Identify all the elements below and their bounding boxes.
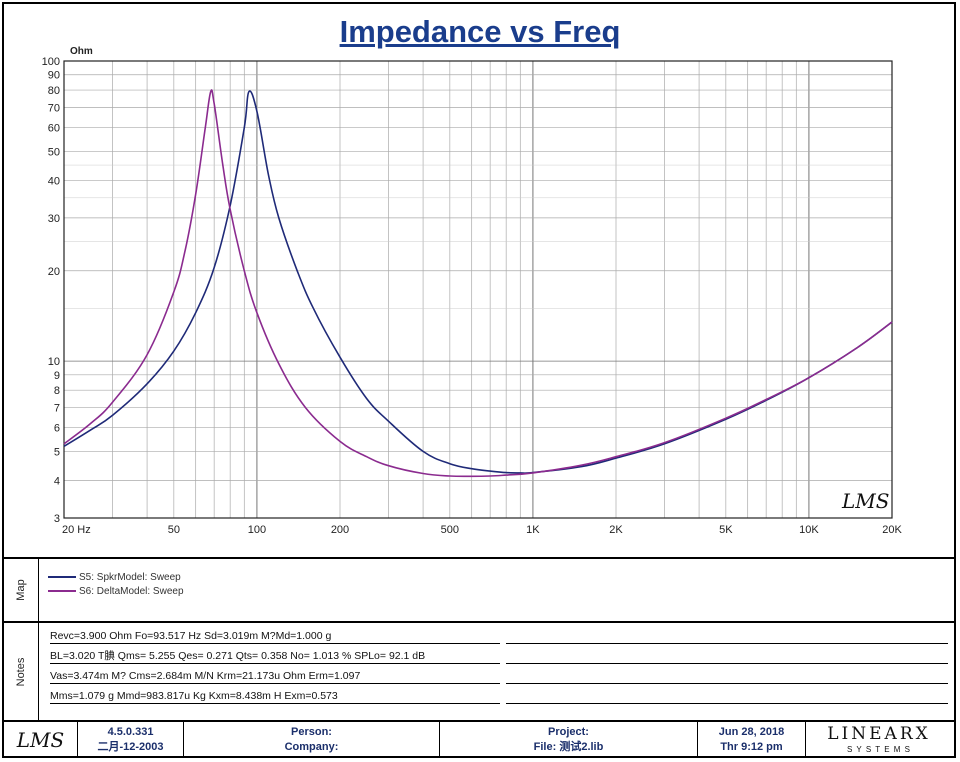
legend-swatch-s5 bbox=[48, 576, 76, 579]
y-tick-label: 40 bbox=[48, 175, 60, 187]
x-tick-label: 200 bbox=[331, 524, 349, 536]
y-tick-label: 60 bbox=[48, 123, 60, 135]
y-tick-label: 5 bbox=[54, 446, 60, 458]
version-date: 二月-12-2003 bbox=[97, 741, 164, 753]
footer-bar: LMS 4.5.0.331 二月-12-2003 Person: Company… bbox=[4, 720, 954, 758]
series-line-s6 bbox=[63, 89, 893, 478]
notes-side-label: Notes bbox=[4, 623, 39, 720]
note-line-3: Vas=3.474m M? Cms=2.684m M/N Krm=21.173u… bbox=[50, 663, 500, 684]
plot-border bbox=[63, 60, 893, 519]
lms-watermark: LMS bbox=[841, 489, 889, 513]
linearx-logo: LINEARX bbox=[827, 724, 931, 744]
x-tick-label: 20K bbox=[882, 524, 902, 536]
y-tick-label: 70 bbox=[48, 102, 60, 114]
y-tick-label: 10 bbox=[48, 356, 60, 368]
file-label: File: 测试2.lib bbox=[533, 741, 604, 753]
x-tick-labels: 20 Hz 50 100 200 500 1K 2K 5K 10K 20K bbox=[62, 524, 902, 536]
y-tick-label: 50 bbox=[48, 146, 60, 158]
project-label: Project: bbox=[548, 726, 589, 738]
y-tick-label: 4 bbox=[54, 476, 60, 488]
y-tick-label: 9 bbox=[54, 370, 60, 382]
footer-date: Jun 28, 2018 bbox=[718, 726, 785, 738]
footer-logo: LMS bbox=[4, 722, 78, 758]
x-tick-label: 500 bbox=[441, 524, 459, 536]
note-blank-4 bbox=[506, 683, 948, 704]
footer-time: Thr 9:12 pm bbox=[720, 741, 783, 753]
y-tick-label: 8 bbox=[54, 385, 60, 397]
chart-grid bbox=[63, 60, 893, 519]
x-tick-label: 50 bbox=[168, 524, 180, 536]
y-tick-label: 90 bbox=[48, 70, 60, 82]
footer-person: Person: Company: bbox=[184, 722, 440, 758]
linearx-subtitle: S Y S T E M S bbox=[847, 745, 911, 754]
note-blank-2 bbox=[506, 643, 948, 664]
note-line-2: BL=3.020 T腆 Qms= 5.255 Qes= 0.271 Qts= 0… bbox=[50, 643, 500, 664]
x-tick-label: 20 Hz bbox=[62, 524, 91, 536]
footer-brand: LINEARX S Y S T E M S bbox=[806, 722, 952, 758]
lms-logo: LMS bbox=[16, 728, 65, 752]
map-panel: Map S5: SpkrModel: Sweep S6: DeltaModel:… bbox=[4, 557, 954, 621]
note-line-1: Revc=3.900 Ohm Fo=93.517 Hz Sd=3.019m M?… bbox=[50, 623, 500, 644]
footer-project: Project: File: 测试2.lib bbox=[440, 722, 698, 758]
legend-swatch-s6 bbox=[48, 590, 76, 593]
note-blank-1 bbox=[506, 623, 948, 644]
y-tick-label: 30 bbox=[48, 213, 60, 225]
chart-series bbox=[63, 89, 893, 478]
chart-title: Impedance vs Freq bbox=[339, 14, 621, 49]
footer-datetime: Jun 28, 2018 Thr 9:12 pm bbox=[698, 722, 806, 758]
series-line-s5 bbox=[63, 90, 893, 474]
y-tick-labels: 3 4 5 6 7 8 9 10 20 30 40 50 60 70 80 90 100 bbox=[42, 56, 60, 525]
x-tick-label: 2K bbox=[609, 524, 623, 536]
note-blank-3 bbox=[506, 663, 948, 684]
note-line-4: Mms=1.079 g Mmd=983.817u Kg Kxm=8.438m H… bbox=[50, 683, 500, 704]
y-tick-label: 80 bbox=[48, 85, 60, 97]
footer-version: 4.5.0.331 二月-12-2003 bbox=[78, 722, 184, 758]
notes-panel: Notes Revc=3.900 Ohm Fo=93.517 Hz Sd=3.0… bbox=[4, 621, 954, 720]
person-label: Person: bbox=[291, 726, 332, 738]
legend-label-s5: S5: SpkrModel: Sweep bbox=[79, 572, 181, 583]
version-text: 4.5.0.331 bbox=[107, 726, 154, 738]
legend-item-s5: S5: SpkrModel: Sweep bbox=[48, 571, 181, 584]
y-tick-label: 3 bbox=[54, 513, 60, 525]
x-tick-label: 1K bbox=[526, 524, 540, 536]
y-tick-label: 6 bbox=[54, 423, 60, 435]
y-tick-label: 7 bbox=[54, 403, 60, 415]
company-label: Company: bbox=[284, 741, 339, 753]
x-tick-label: 5K bbox=[719, 524, 733, 536]
x-tick-label: 100 bbox=[248, 524, 266, 536]
y-axis-unit: Ohm bbox=[70, 46, 93, 57]
legend-label-s6: S6: DeltaModel: Sweep bbox=[79, 586, 184, 597]
y-tick-label: 20 bbox=[48, 266, 60, 278]
x-tick-label: 10K bbox=[799, 524, 819, 536]
legend-item-s6: S6: DeltaModel: Sweep bbox=[48, 585, 184, 598]
y-tick-label: 100 bbox=[42, 56, 60, 68]
map-side-label: Map bbox=[4, 559, 39, 621]
